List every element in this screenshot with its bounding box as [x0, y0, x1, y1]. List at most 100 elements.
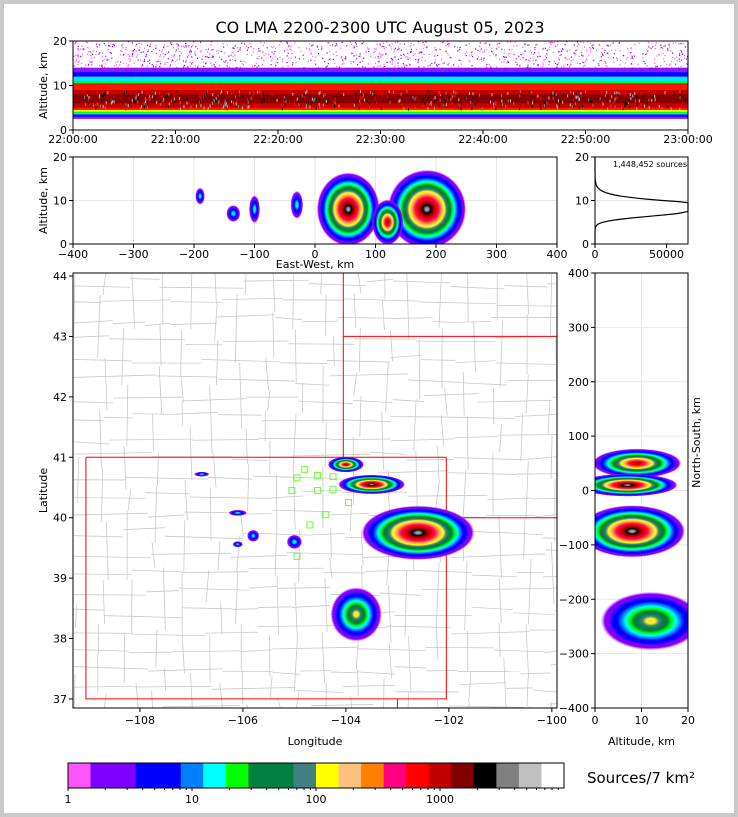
- east-west-y-tick-label: 0: [60, 238, 67, 251]
- north-south-y-tick-label: −400: [559, 702, 589, 715]
- lightning-source-cluster: [361, 505, 475, 560]
- longitude-tick-label: −106: [228, 714, 258, 727]
- time-x-tick-label: 22:20:00: [253, 133, 302, 146]
- histogram-x-tick-label: 0: [592, 248, 599, 261]
- lma-station-marker: [293, 552, 301, 560]
- latitude-axis-label: Latitude: [37, 468, 50, 514]
- lightning-source-cluster: [286, 534, 303, 550]
- colorbar-swatch: [113, 763, 137, 788]
- lightning-source-cluster: [330, 587, 382, 642]
- north-south-x-axis-label: Altitude, km: [608, 735, 675, 748]
- colorbar-swatch: [518, 763, 542, 788]
- east-west-y-tick-label: 20: [53, 151, 67, 164]
- east-west-cell: [248, 195, 261, 224]
- east-west-plot: [73, 157, 557, 244]
- north-south-x-tick-label: 20: [681, 714, 695, 727]
- north-south-y-tick-label: −100: [559, 539, 589, 552]
- colorbar-swatch: [135, 763, 159, 788]
- north-south-x-tick-label: 0: [592, 714, 599, 727]
- colorbar-tick-label: 10: [185, 793, 199, 806]
- time-x-tick-label: 22:10:00: [151, 133, 200, 146]
- lightning-source-cluster: [338, 474, 406, 495]
- colorbar-swatch: [316, 763, 339, 788]
- east-west-x-tick-label: −300: [118, 248, 148, 261]
- time-y-tick-label: 20: [53, 35, 67, 48]
- lightning-source-cluster: [194, 471, 210, 477]
- north-south-y-tick-label: 0: [582, 485, 589, 498]
- latitude-tick-label: 41: [53, 451, 67, 464]
- east-west-cell: [195, 187, 205, 205]
- latitude-tick-label: 39: [53, 572, 67, 585]
- lma-station-marker: [344, 499, 352, 507]
- colorbar-swatch: [383, 763, 407, 788]
- lma-station-marker: [329, 485, 337, 493]
- lma-station-marker: [321, 511, 329, 519]
- latitude-tick-label: 38: [53, 633, 67, 646]
- colorbar-swatch: [158, 763, 182, 788]
- time-height-plot: [73, 41, 688, 119]
- north-south-plot: [595, 273, 688, 708]
- north-south-cell: [595, 473, 678, 497]
- east-west-cell: [226, 205, 241, 223]
- time-y-tick-label: 0: [60, 124, 67, 137]
- east-west-cell: [371, 199, 404, 244]
- colorbar-swatch: [361, 763, 385, 788]
- north-south-cell: [600, 591, 688, 651]
- lma-station-marker: [301, 465, 309, 473]
- histogram-y-tick-label: 0: [582, 238, 589, 251]
- time-x-tick-label: 22:50:00: [561, 133, 610, 146]
- lma-station-marker: [306, 521, 314, 529]
- north-south-y-tick-label: 300: [568, 321, 589, 334]
- colorbar-label: Sources/7 km²: [587, 769, 695, 787]
- north-south-y-tick-label: 400: [568, 267, 589, 280]
- plot-layer: 22:00:00 22:10:00 22:20:00 22:30:00 22:40:00…: [37, 35, 713, 806]
- colorbar-tick-label: 1000: [426, 793, 454, 806]
- lma-station-marker: [329, 473, 337, 481]
- east-west-x-axis-label: East-West, km: [276, 258, 354, 271]
- colorbar-swatch: [473, 763, 497, 788]
- time-x-tick-label: 22:00:00: [48, 133, 97, 146]
- time-x-tick-label: 22:30:00: [356, 133, 405, 146]
- east-west-x-tick-label: −100: [239, 248, 269, 261]
- time-x-tick-label: 22:40:00: [458, 133, 507, 146]
- lightning-source-cluster: [247, 529, 260, 542]
- time-y-tick-label: 10: [53, 80, 67, 93]
- north-south-y-tick-label: 100: [568, 430, 589, 443]
- east-west-x-tick-label: 0: [312, 248, 319, 261]
- colorbar-swatch: [270, 763, 294, 788]
- east-west-x-tick-label: −200: [179, 248, 209, 261]
- colorbar-tick-label: 100: [306, 793, 327, 806]
- lightning-source-cluster: [232, 541, 243, 548]
- lightning-source-cluster: [228, 509, 248, 516]
- state-border: [85, 456, 447, 700]
- north-south-y-axis-label: North-South, km: [690, 397, 703, 488]
- latitude-tick-label: 43: [53, 330, 67, 343]
- longitude-axis-label: Longitude: [288, 735, 343, 748]
- histogram-x-tick-label: 50000: [649, 248, 684, 261]
- plan-view-axes: [72, 272, 558, 709]
- source-count-annotation: 1,448,452 sources: [613, 160, 687, 169]
- latitude-tick-label: 37: [53, 693, 67, 706]
- colorbar-swatch: [68, 763, 91, 788]
- longitude-tick-label: −100: [537, 714, 567, 727]
- colorbar-tick-label: 1: [65, 793, 72, 806]
- east-west-x-tick-label: 100: [365, 248, 386, 261]
- time-y-axis-label: Altitude, km: [37, 52, 50, 119]
- east-west-x-tick-label: 300: [486, 248, 507, 261]
- east-west-y-axis-label: Altitude, km: [37, 167, 50, 234]
- latitude-tick-label: 40: [53, 512, 67, 525]
- latitude-tick-label: 44: [53, 270, 67, 283]
- longitude-tick-label: −102: [434, 714, 464, 727]
- north-south-cell: [595, 505, 686, 558]
- colorbar-swatch: [541, 763, 565, 788]
- colorbar-swatch: [496, 763, 520, 788]
- east-west-cell: [316, 172, 380, 244]
- colorbar-swatch: [203, 763, 227, 788]
- longitude-tick-label: −108: [125, 714, 155, 727]
- north-south-x-tick-label: 10: [635, 714, 649, 727]
- colorbar-swatch: [90, 763, 114, 788]
- lma-station-marker: [314, 487, 322, 494]
- colorbar-swatch: [406, 763, 430, 788]
- lightning-source-cluster: [327, 456, 364, 473]
- colorbar-swatch: [225, 763, 249, 788]
